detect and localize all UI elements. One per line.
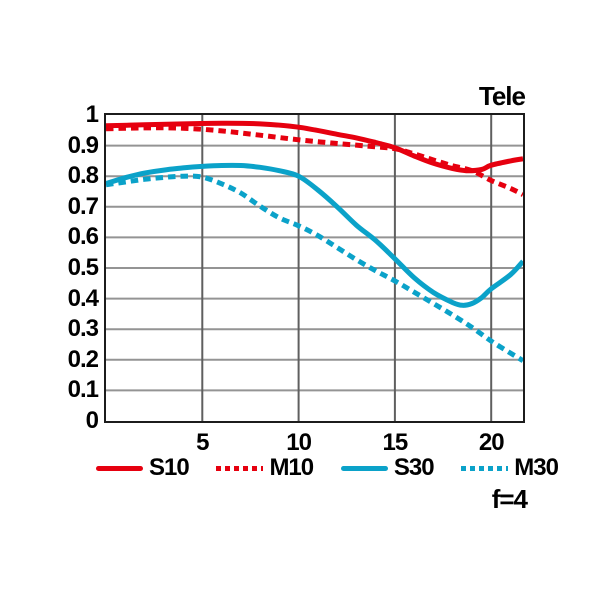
y-tick-label-0.4: 0.4: [67, 284, 99, 312]
legend: S10 M10 S30 M30: [96, 454, 559, 482]
x-tick-label-10: 10: [286, 429, 312, 456]
y-tick-label-0.8: 0.8: [67, 162, 99, 190]
plot-area: [104, 113, 525, 423]
x-tick-label-20: 20: [478, 429, 505, 456]
y-tick-label-0.5: 0.5: [67, 254, 99, 281]
dashed-line-swatch: [216, 465, 264, 471]
y-tick-label-0.9: 0.9: [67, 131, 99, 159]
aperture-label: f=4: [491, 484, 528, 514]
y-tick-label-0.1: 0.1: [67, 376, 99, 404]
solid-line-swatch: [96, 465, 143, 471]
y-tick-label-0: 0: [85, 407, 99, 434]
curve-S10: [106, 120, 523, 174]
y-tick-label-1: 1: [85, 101, 99, 128]
y-tick-label-0.6: 0.6: [67, 223, 99, 251]
y-tick-label-0.2: 0.2: [67, 345, 99, 373]
curve-S30: [106, 162, 523, 308]
legend-item-m30: M30: [461, 454, 559, 482]
legend-item-s10: S10: [96, 454, 190, 482]
legend-item-m10: M10: [216, 454, 314, 482]
y-tick-label-0.3: 0.3: [67, 315, 99, 343]
legend-label-s30: S30: [393, 454, 435, 481]
x-tick-label-5: 5: [196, 429, 209, 456]
x-tick-label-15: 15: [382, 429, 409, 456]
dashed-line-swatch: [461, 465, 509, 471]
solid-line-swatch: [340, 465, 388, 471]
legend-label-m30: M30: [514, 454, 559, 481]
curve-M30: [106, 173, 523, 363]
chart-title: Tele: [478, 81, 526, 111]
legend-label-s10: S10: [149, 454, 190, 481]
legend-label-m10: M10: [269, 454, 314, 481]
legend-item-s30: S30: [340, 454, 435, 482]
y-tick-label-0.7: 0.7: [67, 192, 99, 220]
curves-svg: [106, 115, 523, 421]
